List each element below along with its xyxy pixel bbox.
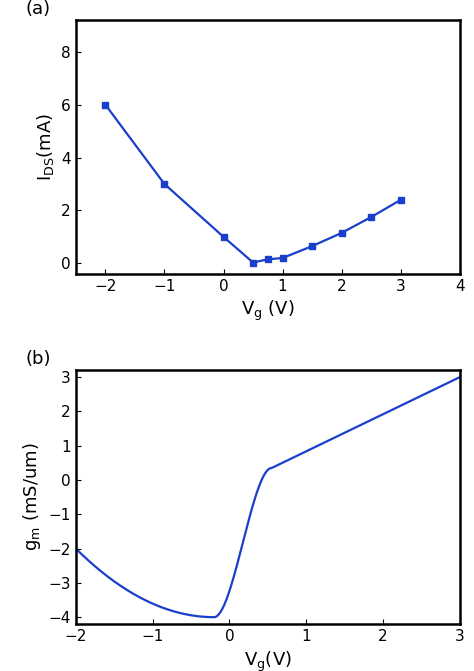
X-axis label: $\mathregular{V_g}$(V): $\mathregular{V_g}$(V) (244, 650, 292, 671)
Y-axis label: $\mathregular{I_{DS}}$(mA): $\mathregular{I_{DS}}$(mA) (35, 113, 55, 181)
Text: (a): (a) (26, 0, 51, 17)
X-axis label: $\mathregular{V_g}$ (V): $\mathregular{V_g}$ (V) (241, 299, 294, 323)
Text: (b): (b) (26, 350, 51, 368)
Y-axis label: $\mathregular{g_m}$ (mS/um): $\mathregular{g_m}$ (mS/um) (21, 443, 43, 552)
